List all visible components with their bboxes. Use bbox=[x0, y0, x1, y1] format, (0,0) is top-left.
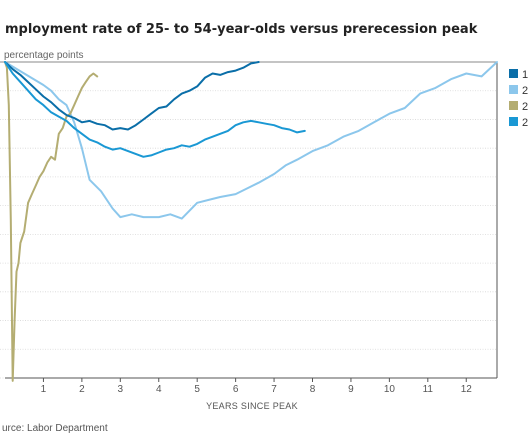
chart-subtitle: percentage points bbox=[4, 50, 87, 61]
legend-swatch bbox=[509, 85, 518, 94]
chart-title: mployment rate of 25- to 54-year-olds ve… bbox=[5, 22, 478, 37]
x-tick-label: 11 bbox=[423, 384, 434, 395]
series-line-4 bbox=[4, 61, 306, 158]
x-tick-label: 8 bbox=[310, 384, 316, 395]
x-tick-label: 5 bbox=[194, 384, 200, 395]
gridlines bbox=[0, 61, 497, 379]
x-axis-label: YEARS SINCE PEAK bbox=[206, 401, 298, 411]
legend-label: 2 bbox=[522, 101, 528, 113]
x-tick-label: 10 bbox=[384, 384, 396, 395]
source-note: urce: Labor Department bbox=[2, 423, 108, 434]
x-tick-label: 7 bbox=[271, 384, 277, 395]
legend-swatch bbox=[509, 101, 518, 110]
x-tick-labels: 1 2 3 4 5 6 7 8 9 10 11 12 bbox=[41, 378, 473, 395]
x-tick-label: 9 bbox=[348, 384, 354, 395]
series-line-3 bbox=[4, 61, 99, 382]
legend-swatch bbox=[509, 117, 518, 126]
x-tick-label: 4 bbox=[156, 384, 162, 395]
x-tick-label: 12 bbox=[461, 384, 473, 395]
x-tick-label: 3 bbox=[118, 384, 124, 395]
series-line-2 bbox=[4, 61, 498, 220]
legend-swatch bbox=[509, 69, 518, 78]
x-tick-label: 6 bbox=[233, 384, 239, 395]
axes bbox=[5, 62, 498, 379]
legend: 1 2 2 2 bbox=[509, 69, 528, 129]
series-lines bbox=[4, 61, 498, 382]
x-tick-label: 2 bbox=[79, 384, 85, 395]
legend-label: 2 bbox=[522, 85, 528, 97]
x-tick-label: 1 bbox=[41, 384, 47, 395]
legend-label: 1 bbox=[522, 69, 528, 81]
legend-label: 2 bbox=[522, 117, 528, 129]
series-line-1 bbox=[4, 61, 260, 131]
